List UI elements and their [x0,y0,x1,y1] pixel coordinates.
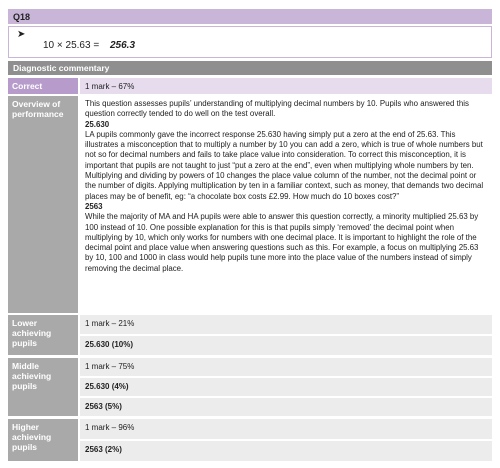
question-number: Q18 [8,9,492,24]
answer-box: ➤ 10 × 25.63 = 256.3 [8,26,492,58]
section-title: Diagnostic commentary [8,61,492,75]
row-label: Correct [8,78,78,94]
row-label: Middle achieving pupils [8,358,78,416]
row-value: 2563 (5%) [80,398,492,416]
row-label: Lower achieving pupils [8,315,78,355]
paragraph: LA pupils commonly gave the incorrect re… [85,129,484,201]
expression: 10 × 25.63 = [43,40,100,51]
row-value: 1 mark – 75% [80,358,492,376]
row-value: 25.630 (10%) [80,336,492,355]
arrow-icon: ➤ [17,29,26,40]
row-value: 1 mark – 21% [80,315,492,334]
paragraph: This question assesses pupils’ understan… [85,99,469,119]
row-label: Overview of performance [8,96,78,313]
row-label: Higher achieving pupils [8,419,78,461]
overview-text: This question assesses pupils’ understan… [80,96,492,313]
row-value: 25.630 (4%) [80,378,492,396]
row-value: 2563 (2%) [80,441,492,461]
result: 256.3 [110,40,136,51]
paragraph: While the majority of MA and HA pupils w… [85,212,479,273]
subheading: 2563 [85,201,103,211]
subheading: 25.630 [85,119,110,129]
row-value: 1 mark – 96% [80,419,492,439]
row-value: 1 mark – 67% [80,78,492,94]
